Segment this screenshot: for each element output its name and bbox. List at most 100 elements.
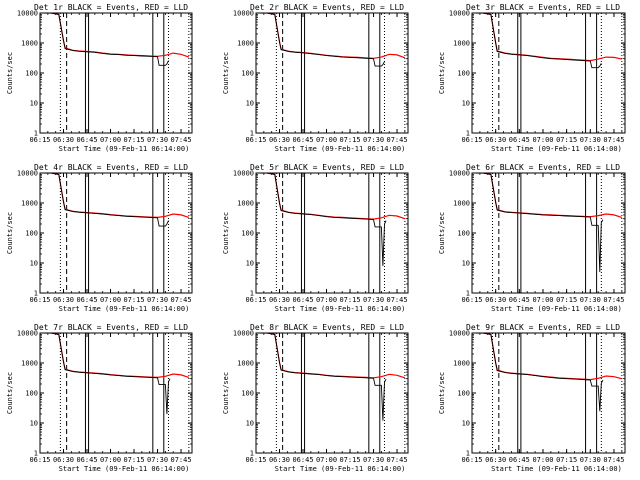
x-tick-label: 07:30 bbox=[580, 136, 601, 144]
panel-8: Det 8r BLACK = Events, RED = LLD 1 10 100 10… bbox=[222, 323, 409, 473]
x-axis-label: Start Time (09-Feb-11 06:14:00) bbox=[59, 145, 190, 153]
x-tick-label: 07:00 bbox=[316, 456, 337, 464]
x-tick-label: 06:30 bbox=[53, 296, 74, 304]
lld-series-line bbox=[260, 13, 406, 59]
x-tick-label: 07:15 bbox=[123, 456, 144, 464]
x-axis-label: Start Time (09-Feb-11 06:14:00) bbox=[275, 145, 406, 153]
panel-4: Det 4r BLACK = Events, RED = LLD 1 10 100 10… bbox=[6, 163, 193, 313]
x-tick-label: 07:00 bbox=[100, 296, 121, 304]
x-tick-label: 06:45 bbox=[509, 456, 530, 464]
y-tick-label: 1 bbox=[34, 130, 38, 138]
y-axis-label: Counts/sec bbox=[222, 212, 230, 254]
y-tick-label: 10000 bbox=[233, 330, 254, 338]
x-tick-label: 06:15 bbox=[245, 136, 266, 144]
plot-frame bbox=[39, 12, 193, 134]
y-tick-label: 10000 bbox=[233, 170, 254, 178]
panel-6: Det 6r BLACK = Events, RED = LLD 1 10 100 10… bbox=[438, 163, 626, 313]
y-tick-label: 1000 bbox=[21, 360, 38, 368]
y-tick-label: 10000 bbox=[17, 170, 38, 178]
x-tick-label: 06:30 bbox=[485, 456, 506, 464]
x-tick-label: 07:30 bbox=[147, 296, 168, 304]
x-tick-label: 06:15 bbox=[245, 296, 266, 304]
panel-title: Det 5r BLACK = Events, RED = LLD bbox=[250, 163, 404, 172]
y-tick-label: 10 bbox=[246, 420, 254, 428]
x-tick-label: 06:45 bbox=[292, 296, 313, 304]
panel-3: Det 3r BLACK = Events, RED = LLD 1 10 100 10… bbox=[438, 3, 626, 153]
panel-title: Det 7r BLACK = Events, RED = LLD bbox=[34, 323, 188, 332]
panel-title: Det 4r BLACK = Events, RED = LLD bbox=[34, 163, 188, 172]
x-tick-label: 07:15 bbox=[123, 136, 144, 144]
panel-title: Det 2r BLACK = Events, RED = LLD bbox=[250, 3, 404, 12]
y-tick-label: 1 bbox=[466, 130, 470, 138]
x-axis-label: Start Time (09-Feb-11 06:14:00) bbox=[491, 305, 622, 313]
x-tick-label: 06:30 bbox=[269, 296, 290, 304]
events-series-line bbox=[256, 173, 387, 266]
x-tick-label: 07:45 bbox=[386, 296, 407, 304]
x-tick-label: 07:45 bbox=[603, 296, 624, 304]
x-axis-label: Start Time (09-Feb-11 06:14:00) bbox=[59, 305, 190, 313]
y-tick-label: 10 bbox=[30, 260, 38, 268]
y-tick-label: 100 bbox=[25, 230, 38, 238]
x-tick-label: 07:30 bbox=[580, 456, 601, 464]
y-tick-label: 1 bbox=[466, 290, 470, 298]
y-tick-label: 10 bbox=[462, 100, 470, 108]
y-axis-label: Counts/sec bbox=[222, 52, 230, 94]
y-tick-label: 10000 bbox=[449, 10, 470, 18]
x-tick-label: 07:00 bbox=[316, 296, 337, 304]
x-tick-label: 06:45 bbox=[292, 456, 313, 464]
y-tick-label: 10 bbox=[462, 260, 470, 268]
panel-title: Det 9r BLACK = Events, RED = LLD bbox=[466, 323, 620, 332]
y-tick-label: 10000 bbox=[233, 10, 254, 18]
x-tick-label: 07:15 bbox=[556, 296, 577, 304]
x-tick-label: 06:15 bbox=[29, 296, 50, 304]
y-tick-label: 1000 bbox=[453, 200, 470, 208]
plot-frame bbox=[471, 332, 626, 454]
events-series-line bbox=[40, 173, 169, 227]
panel-9: Det 9r BLACK = Events, RED = LLD 1 10 100 10… bbox=[438, 323, 626, 473]
y-tick-label: 10 bbox=[462, 420, 470, 428]
events-series-line bbox=[472, 13, 602, 69]
x-tick-label: 07:30 bbox=[363, 136, 384, 144]
panel-1: Det 1r BLACK = Events, RED = LLD 1 10 100 10… bbox=[6, 3, 193, 153]
y-axis-label: Counts/sec bbox=[438, 52, 446, 94]
y-tick-label: 10000 bbox=[17, 330, 38, 338]
y-tick-label: 10000 bbox=[449, 330, 470, 338]
lld-series-line bbox=[44, 13, 190, 58]
y-tick-label: 1000 bbox=[21, 40, 38, 48]
y-tick-label: 1000 bbox=[21, 200, 38, 208]
x-tick-label: 07:00 bbox=[100, 456, 121, 464]
x-tick-label: 07:00 bbox=[532, 456, 553, 464]
events-series-line bbox=[256, 333, 387, 421]
y-tick-label: 1 bbox=[250, 290, 254, 298]
plot-frame bbox=[39, 332, 193, 454]
plot-frame bbox=[471, 12, 626, 134]
x-tick-label: 06:30 bbox=[269, 136, 290, 144]
y-tick-label: 1 bbox=[34, 290, 38, 298]
y-tick-label: 100 bbox=[457, 70, 470, 78]
x-tick-label: 07:15 bbox=[339, 136, 360, 144]
x-axis-label: Start Time (09-Feb-11 06:14:00) bbox=[59, 465, 190, 473]
x-tick-label: 07:30 bbox=[580, 296, 601, 304]
y-axis-label: Counts/sec bbox=[6, 52, 14, 94]
x-tick-label: 06:45 bbox=[76, 136, 97, 144]
lld-series-line bbox=[260, 173, 406, 220]
x-tick-label: 06:30 bbox=[53, 456, 74, 464]
x-tick-label: 07:45 bbox=[603, 456, 624, 464]
x-tick-label: 07:00 bbox=[100, 136, 121, 144]
panel-2: Det 2r BLACK = Events, RED = LLD 1 10 100 10… bbox=[222, 3, 409, 153]
x-tick-label: 06:30 bbox=[485, 136, 506, 144]
y-tick-label: 10 bbox=[246, 260, 254, 268]
lld-series-line bbox=[476, 333, 622, 381]
y-tick-label: 10 bbox=[30, 100, 38, 108]
plot-frame bbox=[255, 12, 409, 134]
x-axis-label: Start Time (09-Feb-11 06:14:00) bbox=[275, 465, 406, 473]
y-tick-label: 100 bbox=[241, 390, 254, 398]
x-tick-label: 07:45 bbox=[386, 136, 407, 144]
y-tick-label: 1 bbox=[34, 450, 38, 458]
plot-frame bbox=[39, 172, 193, 294]
lld-series-line bbox=[260, 333, 406, 379]
x-tick-label: 07:00 bbox=[532, 296, 553, 304]
y-axis-label: Counts/sec bbox=[222, 372, 230, 414]
x-tick-label: 07:45 bbox=[386, 456, 407, 464]
